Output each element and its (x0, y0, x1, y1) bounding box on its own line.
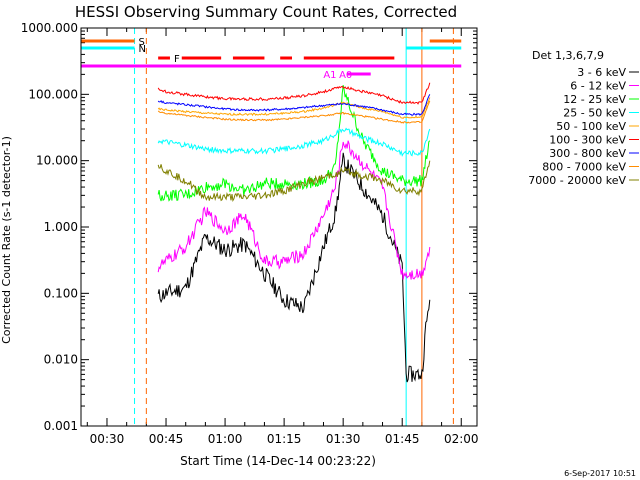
x-tick-label: 01:45 (385, 432, 420, 446)
x-axis-label: Start Time (14-Dec-14 00:23:22) (180, 454, 376, 468)
y-tick-label: 0.100 (44, 286, 78, 300)
series-line (157, 160, 431, 202)
legend-entry-label: 12 - 25 keV (563, 93, 626, 106)
series-line (157, 85, 431, 202)
y-tick-label: 0.001 (44, 419, 78, 433)
series-line (157, 94, 431, 116)
y-axis-label: Corrected Count Rate (s-1 detector-1) (0, 136, 13, 344)
legend-entry-label: 7000 - 20000 keV (528, 174, 626, 187)
y-tick-label: 0.010 (44, 353, 78, 367)
x-tick-label: 00:45 (149, 432, 184, 446)
plot-frame (80, 27, 478, 427)
legend-title: Det 1,3,6,7,9 (532, 49, 604, 62)
flag-label-n: N (139, 44, 146, 55)
plot-area: 1000.000 100.000 10.000 1.000 0.100 0.010 0.00… (21, 21, 639, 446)
y-tick-label: 100.000 (28, 87, 78, 101)
series-line (157, 82, 431, 105)
x-tick-label: 02:00 (444, 432, 479, 446)
legend-entry-label: 100 - 300 keV (549, 134, 626, 147)
y-tick-label: 1000.000 (21, 21, 78, 35)
flag-label-f: F (174, 54, 180, 65)
series-line (157, 100, 431, 124)
y-tick-label: 1.000 (44, 220, 78, 234)
x-tick-label: 01:15 (267, 432, 302, 446)
legend-entry-label: 3 - 6 keV (577, 66, 626, 79)
y-tick-label: 10.000 (36, 154, 78, 168)
x-tick-label: 01:00 (208, 432, 243, 446)
legend-entry-label: 6 - 12 keV (570, 80, 626, 93)
legend-entry-label: 300 - 800 keV (549, 147, 626, 160)
x-tick-label: 00:30 (90, 432, 125, 446)
x-tick-label: 01:30 (326, 432, 361, 446)
footer-timestamp: 6-Sep-2017 10:51 (564, 469, 636, 478)
series-line (157, 140, 431, 280)
chart-title: HESSI Observing Summary Count Rates, Cor… (75, 3, 457, 21)
series-line (157, 152, 431, 383)
attenuator-label: A1 (323, 70, 336, 81)
legend-entry-label: 800 - 7000 keV (542, 161, 626, 174)
legend-entry-label: 25 - 50 keV (563, 107, 626, 120)
attenuator-label: A0 (339, 70, 352, 81)
flag-label-s: S (139, 37, 145, 48)
series-line (157, 97, 431, 119)
series-line (157, 127, 431, 157)
legend-entry-label: 50 - 100 keV (556, 120, 626, 133)
